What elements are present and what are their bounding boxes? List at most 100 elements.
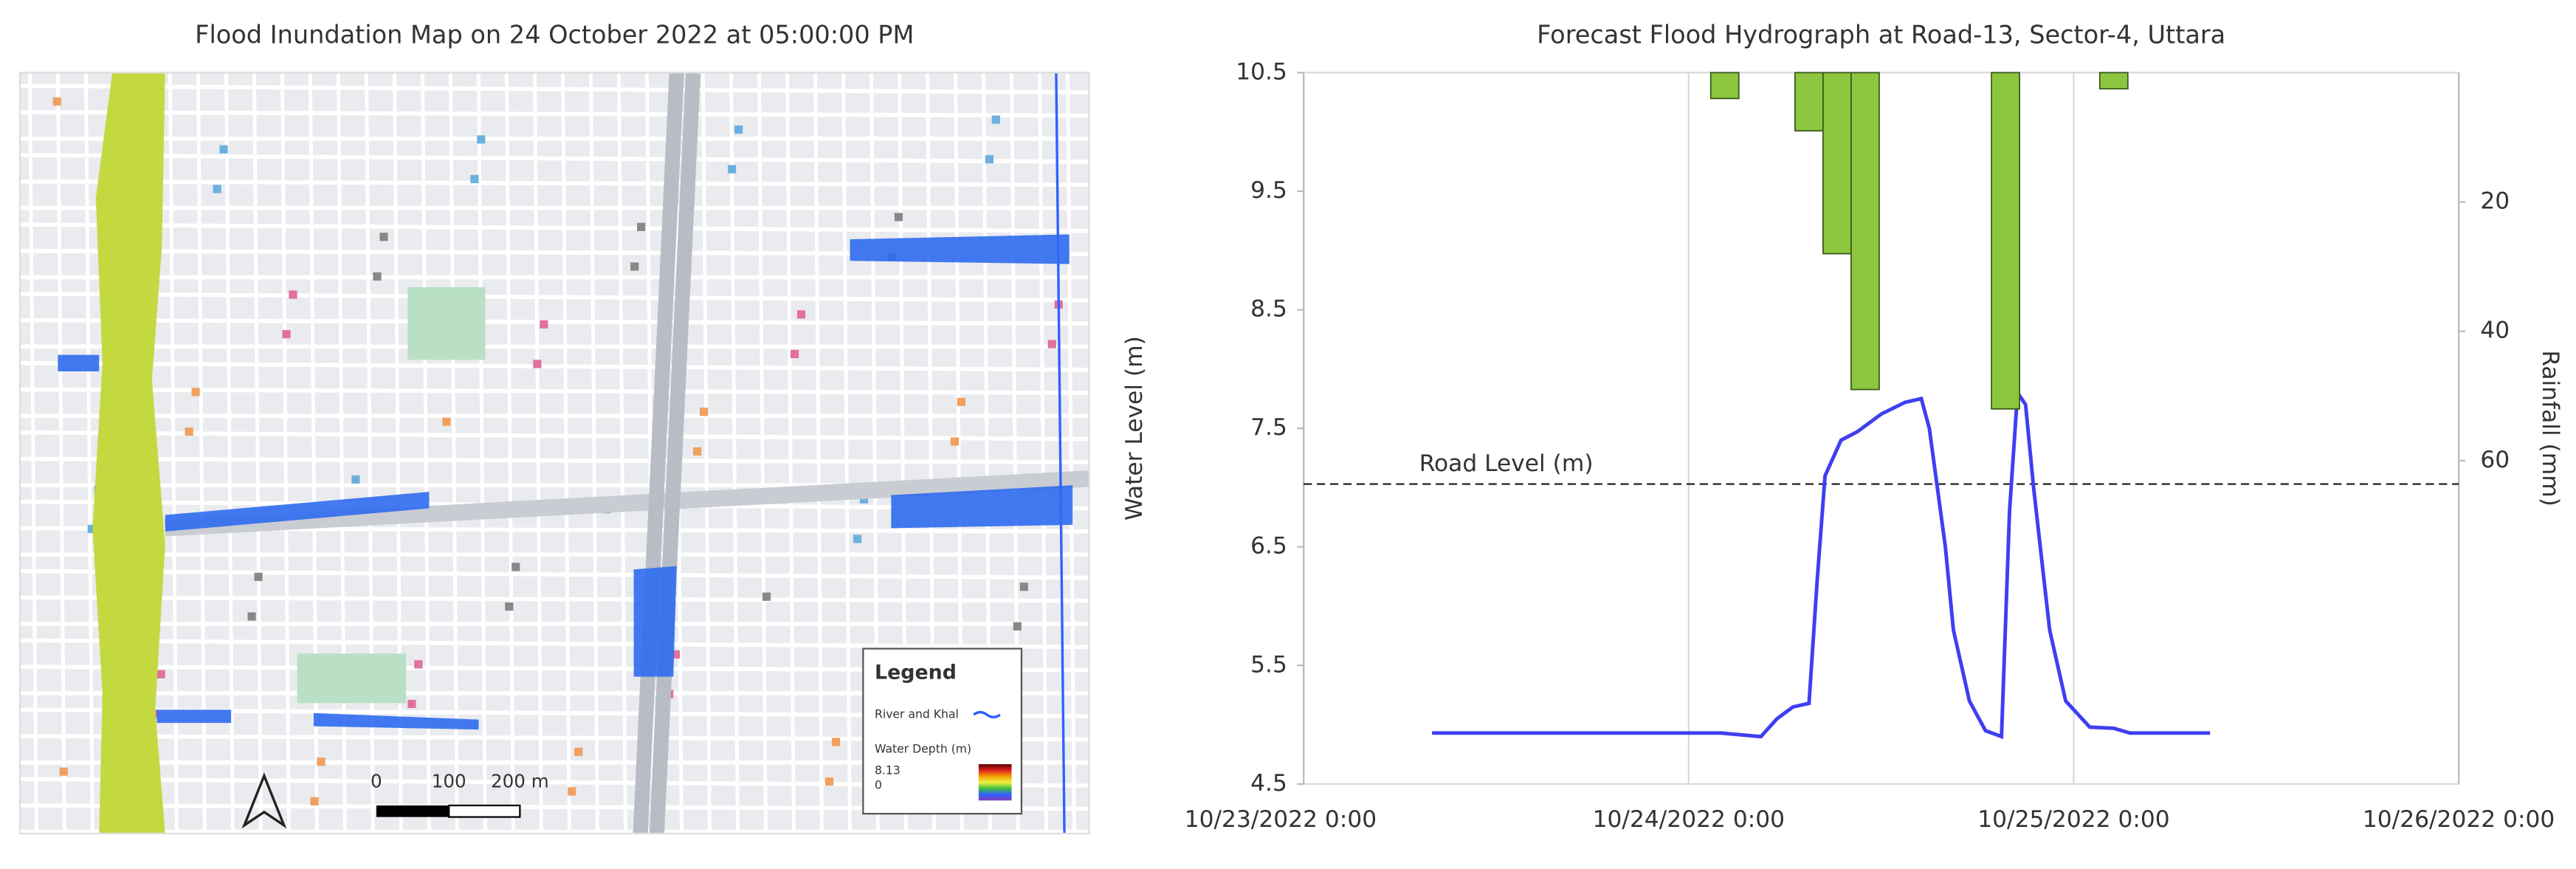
building	[470, 174, 479, 184]
north-arrow	[241, 772, 287, 829]
building	[59, 767, 68, 776]
flood-patch	[633, 566, 677, 677]
rainfall-bar	[1794, 72, 1824, 132]
flood-patch	[165, 492, 430, 532]
building	[637, 222, 646, 231]
building	[734, 125, 743, 134]
scale-label: 0	[371, 771, 382, 792]
building	[824, 777, 834, 786]
rainfall-bar	[1991, 72, 2021, 410]
building	[247, 612, 256, 621]
scale-label: 200 m	[491, 771, 549, 792]
building	[407, 699, 416, 709]
building	[957, 397, 965, 406]
building	[859, 495, 869, 504]
highway	[633, 72, 701, 834]
building	[317, 758, 326, 766]
x-tick-label: 10/23/2022 0:00	[1185, 806, 1377, 833]
building	[213, 185, 221, 193]
building	[991, 115, 1000, 124]
street	[477, 72, 487, 834]
building	[533, 360, 542, 368]
street	[20, 317, 1089, 326]
building	[1019, 583, 1028, 591]
legend-depth-title: Water Depth (m)	[875, 741, 971, 755]
building	[790, 349, 799, 359]
street	[561, 72, 571, 834]
street	[421, 72, 431, 834]
khal	[1055, 72, 1066, 834]
map: 0 100 200 m Legend River and Khal Water Depth…	[18, 72, 1103, 855]
building	[373, 272, 382, 281]
building	[700, 408, 709, 416]
street	[449, 72, 459, 834]
building	[950, 437, 960, 446]
street	[20, 595, 1089, 603]
legend-river: River and Khal	[875, 707, 959, 721]
building	[672, 650, 681, 659]
y-tick-label: 7.5	[1250, 414, 1287, 441]
building	[831, 738, 841, 746]
building	[630, 262, 639, 271]
street	[365, 72, 375, 834]
building	[568, 787, 576, 796]
scale-bar-white	[448, 804, 521, 818]
street	[785, 72, 796, 834]
building	[289, 290, 297, 299]
legend-depth-max: 8.13	[875, 763, 900, 777]
park	[407, 286, 486, 360]
rainfall-bar	[1822, 72, 1852, 255]
building	[414, 660, 423, 669]
street	[393, 72, 403, 834]
y-tick-label: 6.5	[1250, 533, 1287, 560]
rainfall-bar	[1709, 72, 1740, 100]
water-level-line	[1432, 387, 2211, 740]
street	[20, 456, 1089, 464]
main-road	[165, 470, 1089, 537]
building	[310, 797, 319, 806]
street	[20, 848, 1089, 855]
scale-bar-black	[376, 805, 450, 817]
street	[280, 72, 291, 834]
street	[337, 72, 347, 834]
street	[252, 72, 263, 834]
reference-label: Road Level (m)	[1419, 450, 1594, 477]
x-tick-label: 10/26/2022 0:00	[2363, 806, 2555, 833]
y-axis-label: Water Level (m)	[1121, 336, 1148, 521]
legend-depth-min: 0	[875, 778, 882, 792]
map-frame	[18, 72, 1090, 835]
street	[533, 72, 543, 834]
building	[351, 475, 360, 484]
river	[92, 72, 165, 834]
building	[1013, 622, 1022, 631]
y-tick-label: 5.5	[1250, 651, 1287, 678]
map-layer	[20, 72, 1103, 855]
y-tick-label: 8.5	[1250, 296, 1287, 323]
chart-title: Forecast Flood Hydrograph at Road-13, Se…	[1537, 21, 2225, 49]
y2-axis-label: Rainfall (mm)	[2537, 350, 2563, 506]
flood-patch	[891, 485, 1073, 529]
y2-tick-label: 20	[2480, 188, 2510, 215]
building	[282, 330, 291, 339]
street	[1096, 72, 1103, 834]
street	[1038, 72, 1048, 834]
building	[87, 524, 96, 534]
street	[20, 430, 1089, 442]
building	[379, 233, 388, 241]
building	[574, 747, 583, 756]
building	[796, 310, 806, 319]
y-tick-label: 9.5	[1250, 177, 1287, 204]
street	[841, 72, 852, 834]
rainfall-bar	[1850, 72, 1880, 391]
flood-patch	[850, 234, 1070, 264]
y2-tick-label: 40	[2480, 317, 2510, 344]
x-tick-label: 10/25/2022 0:00	[1977, 806, 2169, 833]
street	[505, 72, 515, 834]
street	[589, 72, 599, 834]
building	[185, 427, 193, 436]
street	[55, 72, 66, 834]
legend-depth-ramp	[978, 764, 1012, 801]
building	[762, 592, 771, 601]
